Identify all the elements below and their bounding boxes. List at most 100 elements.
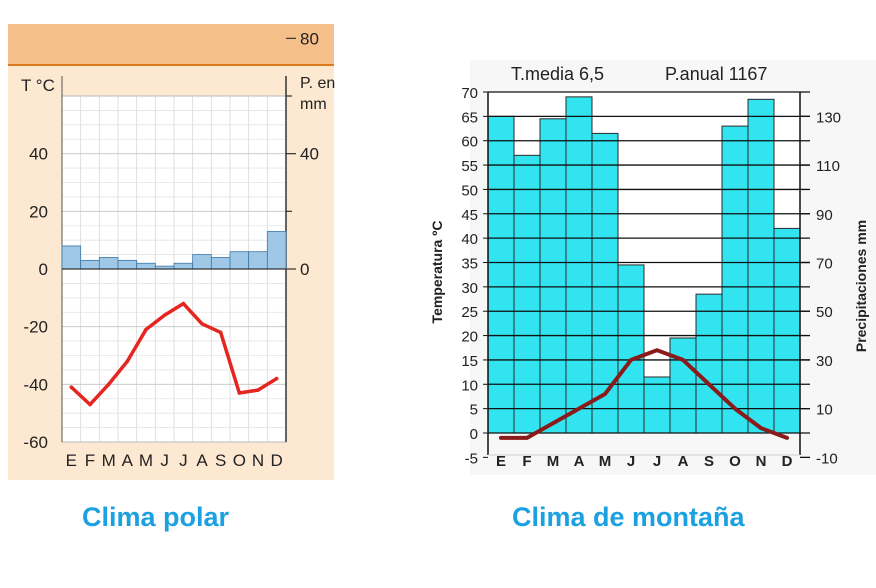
montana-precip-bar — [487, 115, 515, 434]
montana-left-tick-label: 70 — [461, 85, 478, 102]
montana-title-annual: P.anual 1167 — [665, 64, 767, 84]
montana-left-tick-label: 35 — [461, 256, 478, 273]
polar-temperature-point — [237, 391, 242, 395]
montana-right-tick-label: 10 — [816, 402, 833, 419]
polar-temperature-point — [256, 388, 260, 392]
montana-month-label: N — [756, 453, 767, 470]
polar-right-axis-label: mm — [300, 96, 327, 113]
montana-temperature-point — [577, 406, 581, 411]
polar-temperature-point — [106, 382, 111, 387]
montana-precip-bar — [773, 227, 801, 434]
montana-precip-bar — [565, 96, 593, 434]
polar-left-tick-label: -60 — [23, 433, 48, 452]
polar-month-label: F — [85, 451, 95, 470]
polar-temperature-point — [88, 402, 92, 407]
montana-temperature-point — [655, 348, 659, 352]
montana-month-label: J — [653, 453, 661, 470]
montana-month-label: D — [782, 453, 793, 470]
montana-temperature-point — [499, 436, 503, 440]
montana-temperature-point — [629, 358, 633, 362]
montana-precip-bar — [617, 264, 645, 434]
montana-temperature-point — [681, 358, 685, 362]
montana-month-label: F — [522, 453, 531, 470]
montana-precip-bar — [513, 154, 541, 434]
polar-month-label: M — [139, 451, 153, 470]
montana-left-tick-label: 10 — [461, 377, 478, 394]
montana-left-tick-label: 40 — [461, 231, 478, 248]
montana-right-tick-label: -10 — [816, 450, 838, 467]
polar-left-axis-label: T °C — [21, 76, 55, 95]
montana-right-tick-label: 30 — [816, 353, 833, 370]
montana-left-tick-label: 45 — [461, 207, 478, 224]
montana-right-tick-label: 130 — [816, 109, 841, 126]
montana-left-axis-title: Temperatura ºC — [429, 221, 445, 324]
montana-precip-bar — [695, 293, 723, 434]
montana-left-tick-label: 65 — [461, 109, 478, 126]
polar-left-tick-label: 40 — [29, 145, 48, 164]
montana-left-tick-label: 60 — [461, 134, 478, 151]
polar-right-tick-label: 80 — [300, 29, 319, 48]
polar-month-label: J — [160, 451, 169, 470]
montana-left-tick-label: 0 — [470, 426, 478, 443]
montana-precip-bar — [669, 337, 697, 434]
montana-temperature-point — [707, 382, 711, 387]
montana-temperature-point — [525, 436, 529, 440]
montana-precip-bar — [721, 125, 749, 434]
polar-month-label: E — [66, 451, 77, 470]
polar-month-label: M — [102, 451, 116, 470]
polar-temperature-point — [162, 313, 167, 317]
montana-month-label: M — [547, 453, 560, 470]
montana-right-tick-label: 70 — [816, 256, 833, 273]
montana-left-tick-label: 20 — [461, 329, 478, 346]
polar-month-label: N — [252, 451, 264, 470]
polar-temperature-point — [274, 376, 279, 381]
polar-left-tick-label: 20 — [29, 202, 48, 221]
montana-month-label: A — [678, 453, 689, 470]
montana-right-tick-label: 50 — [816, 304, 833, 321]
montana-left-tick-label: 50 — [461, 182, 478, 199]
polar-left-tick-label: -40 — [23, 375, 48, 394]
polar-header-band — [8, 24, 334, 64]
montana-month-label: J — [627, 453, 635, 470]
montana-left-tick-label: 55 — [461, 158, 478, 175]
caption-montana: Clima de montaña — [512, 502, 745, 532]
polar-temperature-point — [200, 321, 204, 326]
montana-temperature-point — [603, 392, 607, 396]
montana-month-label: M — [599, 453, 612, 470]
polar-temperature-line — [70, 301, 278, 407]
polar-month-label: A — [122, 451, 134, 470]
polar-right-tick-label: 40 — [300, 145, 319, 164]
polar-month-label: O — [233, 451, 246, 470]
montana-temperature-point — [733, 406, 737, 411]
polar-temperature-point — [144, 327, 148, 332]
polar-right-tick-label: 0 — [300, 260, 309, 279]
montana-right-tick-label: 90 — [816, 207, 833, 224]
montana-precip-bar — [747, 98, 775, 434]
polar-right-axis-label: P. en — [300, 75, 335, 92]
montana-right-tick-label: 110 — [816, 158, 840, 175]
montana-left-tick-label: -5 — [465, 450, 478, 467]
polar-month-label: S — [215, 451, 226, 470]
montana-precip-bar — [591, 132, 619, 434]
polar-left-tick-label: -20 — [23, 318, 48, 337]
caption-polar: Clima polar — [82, 502, 230, 532]
polar-month-label: J — [179, 451, 188, 470]
montana-month-label: A — [574, 453, 585, 470]
montana-precip-bar — [539, 118, 567, 434]
montana-left-tick-label: 25 — [461, 304, 478, 321]
polar-month-label: A — [196, 451, 208, 470]
montana-temperature-point — [759, 426, 763, 430]
montana-left-tick-label: 5 — [470, 402, 478, 419]
polar-temperature-point — [69, 385, 74, 390]
montana-temperature-line — [499, 348, 789, 440]
montana-right-axis-title: Precipitaciones mm — [853, 220, 869, 352]
montana-month-label: E — [496, 453, 506, 470]
montana-temperature-point — [551, 421, 555, 426]
montana-month-label: O — [729, 453, 741, 470]
polar-temperature-point — [125, 359, 130, 364]
montana-left-tick-label: 30 — [461, 280, 478, 297]
montana-title-mean: T.media 6,5 — [511, 64, 604, 84]
montana-temperature-point — [785, 436, 789, 440]
